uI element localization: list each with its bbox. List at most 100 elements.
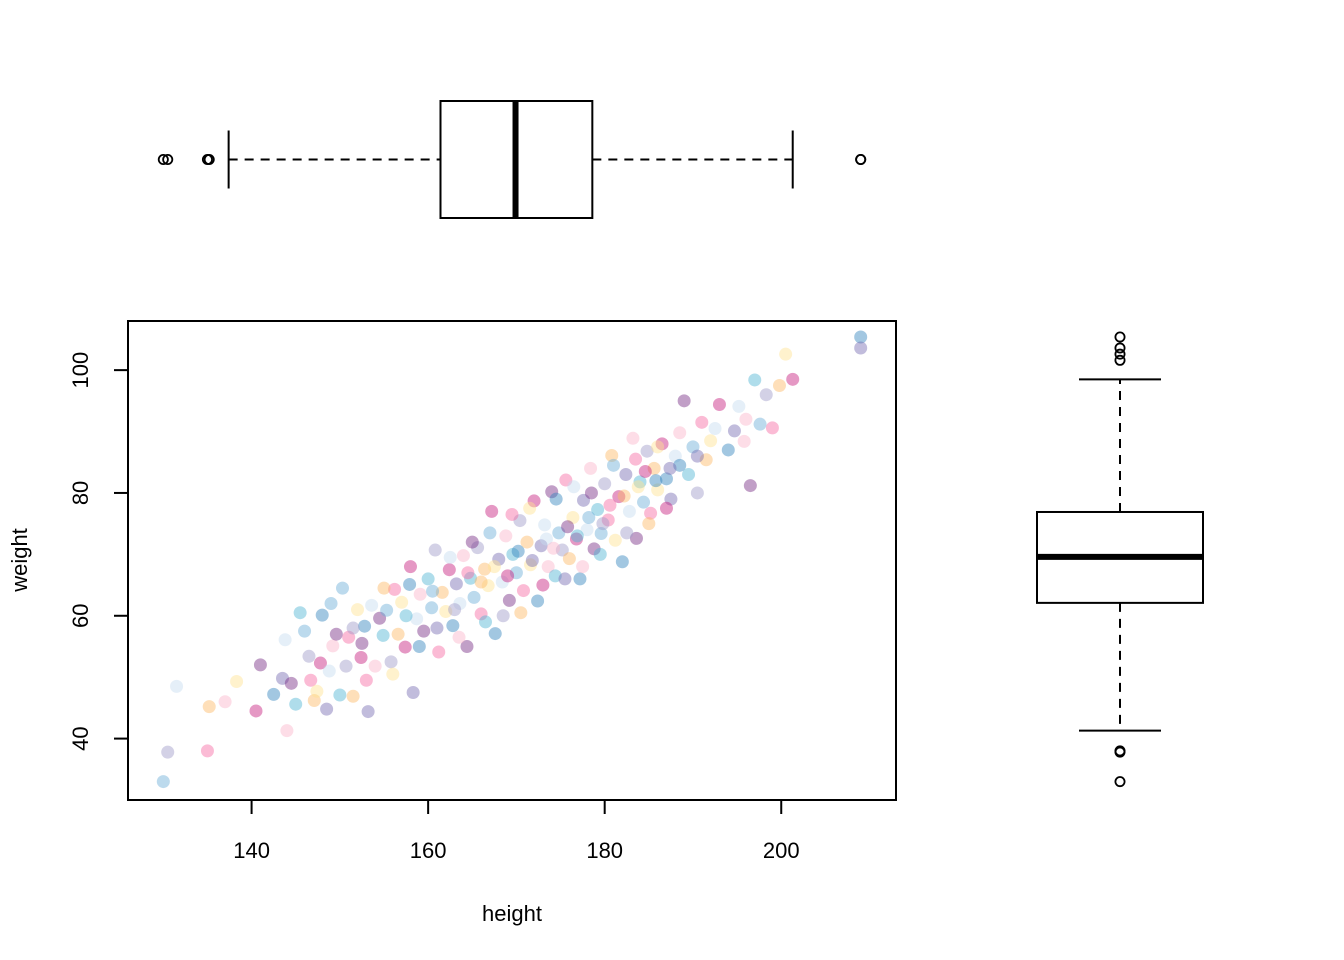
scatter-point (538, 518, 552, 532)
top-boxplot-height (157, 100, 867, 219)
scatter-point (772, 378, 786, 392)
top-box-outlier (157, 153, 169, 165)
scatter-point (531, 594, 545, 608)
right-box-outlier (1114, 342, 1126, 354)
scatter-point (359, 673, 373, 687)
scatter-point (267, 687, 281, 701)
scatter-point (413, 587, 427, 601)
scatter-point (479, 615, 493, 629)
scatter-point (230, 674, 244, 688)
y-tick-label: 100 (68, 352, 93, 389)
scatter-point (461, 566, 475, 580)
scatter-point (304, 673, 318, 687)
scatter-point (329, 627, 343, 641)
scatter-point (545, 485, 559, 499)
scatter-point (278, 633, 292, 647)
scatter-point (446, 619, 460, 633)
scatter-point (569, 532, 583, 546)
scatter-point (395, 595, 409, 609)
scatter-point (854, 341, 868, 355)
scatter-point (690, 486, 704, 500)
scatter-point (534, 539, 548, 553)
scatter-point (629, 452, 643, 466)
scatter-point (377, 581, 391, 595)
scatter-point (570, 529, 584, 543)
scatter-point (313, 656, 327, 670)
scatter-point (514, 606, 528, 620)
scatter-point (502, 593, 516, 607)
scatter-point (355, 636, 369, 650)
scatter-point (373, 611, 387, 625)
scatter-point (439, 604, 453, 618)
scatter-point (511, 544, 525, 558)
scatter-point (567, 480, 581, 494)
scatter-point (727, 424, 741, 438)
scatter-point (721, 443, 735, 457)
scatter-point (673, 458, 687, 472)
scatter-point (631, 480, 645, 494)
y-axis: 40 60 80 100 (68, 352, 129, 751)
right-box-outlier (1114, 331, 1126, 343)
scatter-point (361, 705, 375, 719)
scatter-point (594, 526, 608, 540)
scatter-point (739, 412, 753, 426)
scatter-point (647, 461, 661, 475)
scatter-point (339, 659, 353, 673)
scatter-point (584, 461, 598, 475)
scatter-point (322, 664, 336, 678)
scatter-point (399, 609, 413, 623)
scatter-point (432, 645, 446, 659)
scatter-point (659, 472, 673, 486)
scatter-point (326, 639, 340, 653)
scatter-point (668, 449, 682, 463)
scatter-point (695, 415, 709, 429)
scatter-point (161, 745, 175, 759)
top-box-outlier (855, 153, 867, 165)
scatter-point (346, 621, 360, 635)
right-box-outlier (1114, 354, 1126, 366)
scatter-point (324, 596, 338, 610)
scatter-point (430, 621, 444, 635)
scatter-point (452, 630, 466, 644)
scatter-point (342, 630, 356, 644)
scatter-point (620, 526, 634, 540)
scatter-point (368, 659, 382, 673)
scatter-point (659, 501, 673, 515)
scatter-point (527, 494, 541, 508)
scatter-point (380, 603, 394, 617)
scatter-point (587, 542, 601, 556)
scatter-point (607, 458, 621, 472)
scatter-point (346, 689, 360, 703)
x-tick-label: 140 (233, 838, 270, 863)
scatter-point (605, 448, 619, 462)
scatter-point (333, 688, 347, 702)
scatter-point (388, 582, 402, 596)
scatter-point (307, 694, 321, 708)
scatter-point (708, 421, 722, 435)
scatter-point (156, 775, 170, 789)
scatter-point (617, 489, 631, 503)
scatter-point (655, 437, 669, 451)
scatter-point (732, 399, 746, 413)
scatter-point (629, 531, 643, 545)
x-tick-label: 160 (410, 838, 447, 863)
scatter-point (549, 492, 563, 506)
scatter-point (638, 464, 652, 478)
scatter-point (435, 585, 449, 599)
scatter-point (249, 704, 263, 718)
scatter-point (626, 431, 640, 445)
scatter-point (499, 529, 513, 543)
scatter-point (315, 608, 329, 622)
right-box-outlier (1114, 348, 1126, 360)
scatter-point (320, 702, 334, 716)
scatter-point (704, 434, 718, 448)
scatter-point (487, 560, 501, 574)
scatter-point (663, 461, 677, 475)
scatter-point (354, 651, 368, 665)
scatter-point (559, 473, 573, 487)
scatter-point (539, 532, 553, 546)
scatter-point (737, 434, 751, 448)
scatter-point (410, 612, 424, 626)
scatter-point (302, 649, 316, 663)
